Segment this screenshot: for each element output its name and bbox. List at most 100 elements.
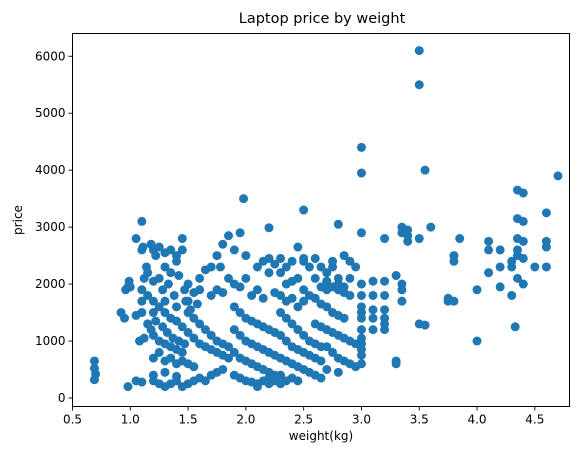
data-point bbox=[224, 353, 234, 363]
data-point bbox=[200, 376, 210, 386]
data-point bbox=[135, 336, 145, 346]
data-point bbox=[293, 242, 303, 252]
data-point bbox=[89, 356, 99, 366]
data-point bbox=[530, 262, 540, 272]
data-point bbox=[180, 339, 190, 349]
data-point bbox=[322, 364, 332, 374]
data-point bbox=[151, 316, 161, 326]
x-axis-label: weight(kg) bbox=[289, 429, 353, 443]
data-point bbox=[484, 245, 494, 255]
data-point bbox=[120, 313, 130, 323]
data-point bbox=[345, 273, 355, 283]
data-point bbox=[224, 342, 234, 352]
data-point bbox=[148, 370, 158, 380]
data-point bbox=[472, 336, 482, 346]
y-tick-label: 6000 bbox=[35, 49, 66, 63]
data-point bbox=[139, 273, 149, 283]
data-point bbox=[322, 302, 332, 312]
data-point bbox=[189, 362, 199, 372]
data-point bbox=[281, 313, 291, 323]
data-point bbox=[185, 305, 195, 315]
data-point bbox=[310, 273, 320, 283]
data-point bbox=[512, 273, 522, 283]
data-point bbox=[189, 333, 199, 343]
x-tick-label: 4.0 bbox=[467, 413, 486, 427]
data-point bbox=[195, 319, 205, 329]
y-tick-label: 5000 bbox=[35, 106, 66, 120]
data-point bbox=[351, 262, 361, 272]
data-point bbox=[356, 325, 366, 335]
y-tick-label: 1000 bbox=[35, 334, 66, 348]
data-point bbox=[281, 262, 291, 272]
data-point bbox=[224, 273, 234, 283]
data-point bbox=[123, 382, 133, 392]
data-point bbox=[518, 279, 528, 289]
data-point bbox=[138, 242, 148, 252]
x-tick-label: 2.5 bbox=[294, 413, 313, 427]
data-point bbox=[172, 371, 182, 381]
data-point bbox=[264, 379, 274, 389]
data-point bbox=[368, 276, 378, 286]
data-point bbox=[151, 251, 161, 261]
data-point bbox=[293, 273, 303, 283]
data-point bbox=[218, 364, 228, 374]
data-point bbox=[235, 282, 245, 292]
data-point bbox=[247, 290, 257, 300]
y-tick-label: 3000 bbox=[35, 220, 66, 234]
data-point bbox=[391, 271, 401, 281]
data-point bbox=[397, 285, 407, 295]
data-point bbox=[380, 234, 390, 244]
data-point bbox=[449, 256, 459, 266]
data-point bbox=[177, 245, 187, 255]
data-point bbox=[160, 296, 170, 306]
x-tick-label: 2.0 bbox=[236, 413, 255, 427]
data-point bbox=[158, 285, 168, 295]
data-point bbox=[137, 285, 147, 295]
data-point bbox=[154, 242, 164, 252]
data-point bbox=[218, 239, 228, 249]
data-point bbox=[507, 290, 517, 300]
data-point bbox=[172, 316, 182, 326]
data-point bbox=[356, 308, 366, 318]
data-point bbox=[258, 293, 268, 303]
data-point bbox=[192, 299, 202, 309]
data-point bbox=[169, 290, 179, 300]
data-point bbox=[89, 375, 99, 385]
data-point bbox=[163, 279, 173, 289]
data-point bbox=[125, 282, 135, 292]
data-point bbox=[160, 308, 170, 318]
data-point bbox=[137, 308, 147, 318]
data-point bbox=[420, 320, 430, 330]
data-point bbox=[333, 367, 343, 377]
y-tick-label: 4000 bbox=[35, 163, 66, 177]
data-point bbox=[174, 271, 184, 281]
data-point bbox=[287, 319, 297, 329]
points-layer bbox=[89, 46, 563, 392]
data-point bbox=[206, 290, 216, 300]
data-point bbox=[166, 245, 176, 255]
data-point bbox=[235, 330, 245, 340]
data-point bbox=[183, 296, 193, 306]
x-tick-label: 1.0 bbox=[121, 413, 140, 427]
data-point bbox=[484, 268, 494, 278]
data-point bbox=[368, 290, 378, 300]
data-point bbox=[172, 302, 182, 312]
data-point bbox=[414, 80, 424, 90]
data-point bbox=[160, 367, 170, 377]
data-point bbox=[414, 46, 424, 56]
data-point bbox=[264, 253, 274, 263]
data-point bbox=[241, 251, 251, 261]
data-point bbox=[200, 325, 210, 335]
data-point bbox=[495, 262, 505, 272]
data-point bbox=[356, 228, 366, 238]
data-point bbox=[356, 168, 366, 178]
data-point bbox=[455, 234, 465, 244]
data-point bbox=[299, 330, 309, 340]
data-point bbox=[368, 313, 378, 323]
x-tick-label: 4.5 bbox=[525, 413, 544, 427]
data-point bbox=[304, 262, 314, 272]
data-point bbox=[484, 236, 494, 246]
data-point bbox=[212, 251, 222, 261]
data-point bbox=[339, 313, 349, 323]
